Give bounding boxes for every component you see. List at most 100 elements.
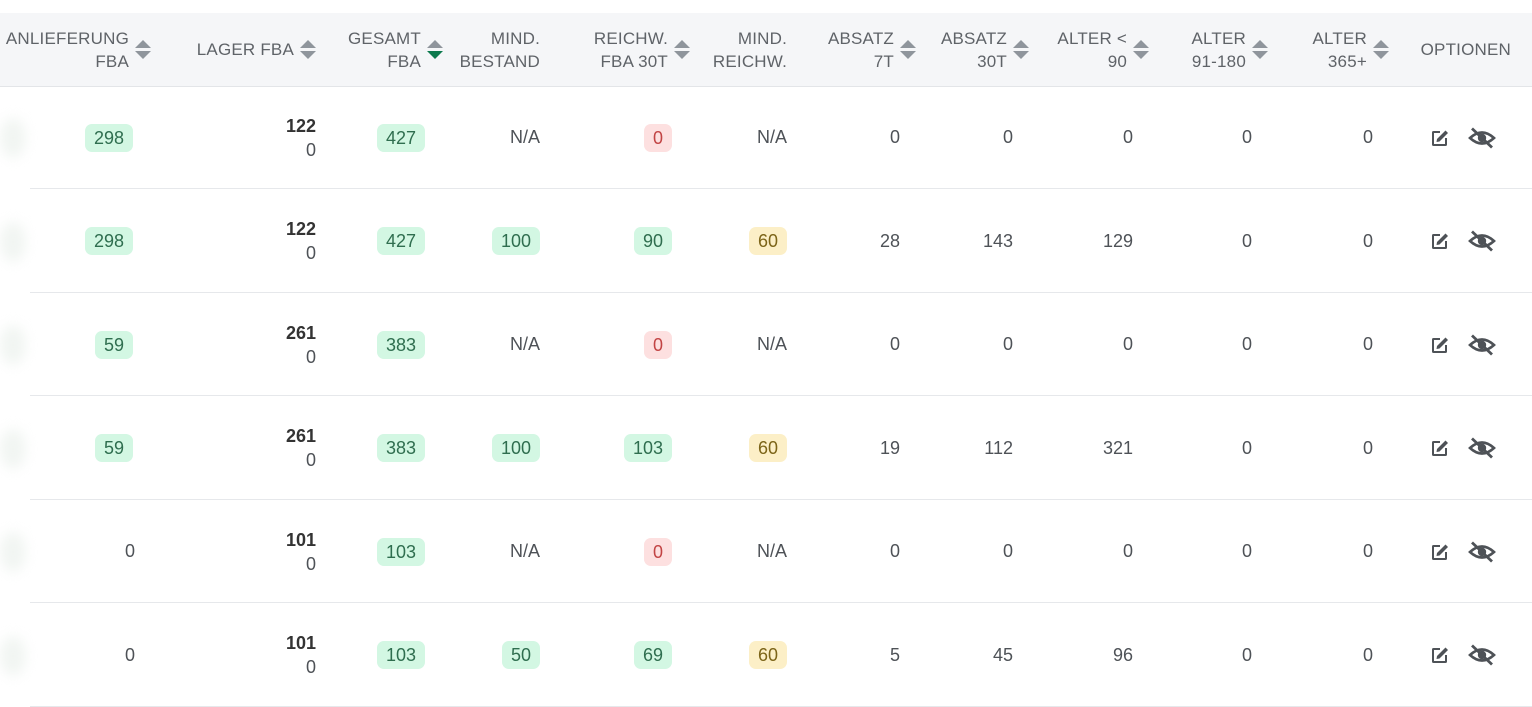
sort-desc-icon <box>135 51 151 59</box>
edit-icon[interactable] <box>1428 229 1452 253</box>
sort-asc-icon <box>1373 40 1389 48</box>
row-options <box>1428 397 1496 500</box>
value-text: 0 <box>1002 127 1013 147</box>
sort-desc-icon <box>1013 51 1029 59</box>
sort-asc-icon <box>1133 40 1149 48</box>
header-lager[interactable]: LAGER FBA <box>166 13 316 86</box>
cell-gesamt: 383 <box>333 397 443 500</box>
value-text: 0 <box>1241 127 1252 147</box>
table-row: 59 261 0 383 100 103 60 19 112 321 0 0 <box>0 397 1532 500</box>
cell-lager: 101 0 <box>166 604 316 707</box>
header-gesamt[interactable]: GESAMT FBA <box>333 13 443 86</box>
header-alter365[interactable]: ALTER 365+ <box>1289 13 1389 86</box>
stock-value: 101 <box>285 633 316 653</box>
header-label: FBA 30T <box>600 51 668 71</box>
row-options <box>1428 604 1496 707</box>
eye-slash-icon[interactable] <box>1468 229 1496 253</box>
value-badge: 103 <box>376 641 425 669</box>
value-text: 0 <box>1122 541 1133 561</box>
table-row: 59 261 0 383 N/A 0 N/A 0 0 0 0 0 <box>0 293 1532 396</box>
stock-value: 261 <box>285 322 316 343</box>
sort-icon[interactable] <box>1252 40 1268 59</box>
header-absatz7[interactable]: ABSATZ 7T <box>816 13 916 86</box>
header-absatz30[interactable]: ABSATZ 30T <box>929 13 1029 86</box>
value-text: 0 <box>1241 437 1252 458</box>
header-label: REICHW. <box>712 51 787 71</box>
value-badge: 100 <box>491 434 540 462</box>
product-thumbnail <box>0 118 26 158</box>
row-options <box>1428 500 1496 603</box>
cell-alter91: 0 <box>1158 86 1268 189</box>
value-text: 143 <box>982 230 1013 251</box>
cell-reichw: 69 <box>550 604 690 707</box>
cell-absatz7: 19 <box>816 397 916 500</box>
product-thumbnail <box>0 635 26 676</box>
cell-lager: 122 0 <box>166 86 316 189</box>
sort-desc-icon <box>1252 51 1268 59</box>
edit-icon[interactable] <box>1428 436 1452 460</box>
header-anl[interactable]: ANLIEFERUNG FBA <box>1 13 151 86</box>
edit-icon[interactable] <box>1428 126 1452 150</box>
cell-reichw: 0 <box>550 86 690 189</box>
value-text: 0 <box>889 127 900 147</box>
header-label: GESAMT <box>348 28 421 48</box>
edit-icon[interactable] <box>1428 333 1452 357</box>
cell-mind_bestand: 100 <box>430 190 540 293</box>
value-badge: 69 <box>633 641 672 669</box>
header-label: 7T <box>873 51 894 71</box>
value-badge: 59 <box>94 434 133 462</box>
cell-reichw: 0 <box>550 500 690 603</box>
cell-mind_reichw: N/A <box>677 293 787 396</box>
cell-absatz30: 143 <box>929 190 1029 293</box>
header-label: 365+ <box>1327 51 1367 71</box>
eye-slash-icon[interactable] <box>1468 436 1496 460</box>
row-options <box>1428 86 1496 189</box>
stock-reserved-value: 0 <box>305 450 316 470</box>
sort-icon[interactable] <box>300 40 316 59</box>
header-label: ALTER < <box>1057 28 1127 48</box>
value-text: 0 <box>1362 437 1373 458</box>
stock-reserved-value: 0 <box>305 553 316 574</box>
cell-alter365: 0 <box>1289 397 1389 500</box>
value-badge: N/A <box>756 127 787 147</box>
value-badge: 298 <box>84 227 133 255</box>
value-badge: 90 <box>633 227 672 255</box>
cell-lager: 261 0 <box>166 397 316 500</box>
sort-icon[interactable] <box>674 40 690 59</box>
row-options <box>1428 190 1496 293</box>
cell-alter365: 0 <box>1289 190 1389 293</box>
cell-anl: 0 <box>1 604 151 707</box>
header-label: ABSATZ <box>827 28 894 48</box>
value-badge: N/A <box>509 541 540 561</box>
sort-icon[interactable] <box>1133 40 1149 59</box>
header-mind_bestand: MIND. BESTAND <box>430 13 540 86</box>
eye-slash-icon[interactable] <box>1468 126 1496 150</box>
edit-icon[interactable] <box>1428 643 1452 667</box>
sort-icon[interactable] <box>1373 40 1389 59</box>
stock-value: 101 <box>285 529 316 550</box>
header-label: MIND. <box>490 28 540 48</box>
sort-icon[interactable] <box>427 40 443 59</box>
cell-mind_bestand: 50 <box>430 604 540 707</box>
value-text: 0 <box>1241 644 1252 665</box>
header-alter90[interactable]: ALTER < 90 <box>1039 13 1149 86</box>
cell-reichw: 0 <box>550 293 690 396</box>
header-alter91[interactable]: ALTER 91-180 <box>1158 13 1268 86</box>
sort-icon[interactable] <box>900 40 916 59</box>
product-thumbnail <box>0 532 26 572</box>
value-badge: 0 <box>643 330 672 359</box>
edit-icon[interactable] <box>1428 540 1452 564</box>
cell-mind_reichw: N/A <box>677 500 787 603</box>
sort-icon[interactable] <box>135 40 151 59</box>
value-text: 129 <box>1102 230 1133 251</box>
sort-icon[interactable] <box>1013 40 1029 59</box>
header-reichw[interactable]: REICHW. FBA 30T <box>550 13 690 86</box>
value-badge: 427 <box>376 123 425 152</box>
value-text: 0 <box>1362 644 1373 665</box>
eye-slash-icon[interactable] <box>1468 333 1496 357</box>
header-optionen: OPTIONEN <box>1401 13 1511 86</box>
cell-lager: 122 0 <box>166 190 316 293</box>
eye-slash-icon[interactable] <box>1468 643 1496 667</box>
cell-mind_bestand: N/A <box>430 293 540 396</box>
eye-slash-icon[interactable] <box>1468 540 1496 564</box>
